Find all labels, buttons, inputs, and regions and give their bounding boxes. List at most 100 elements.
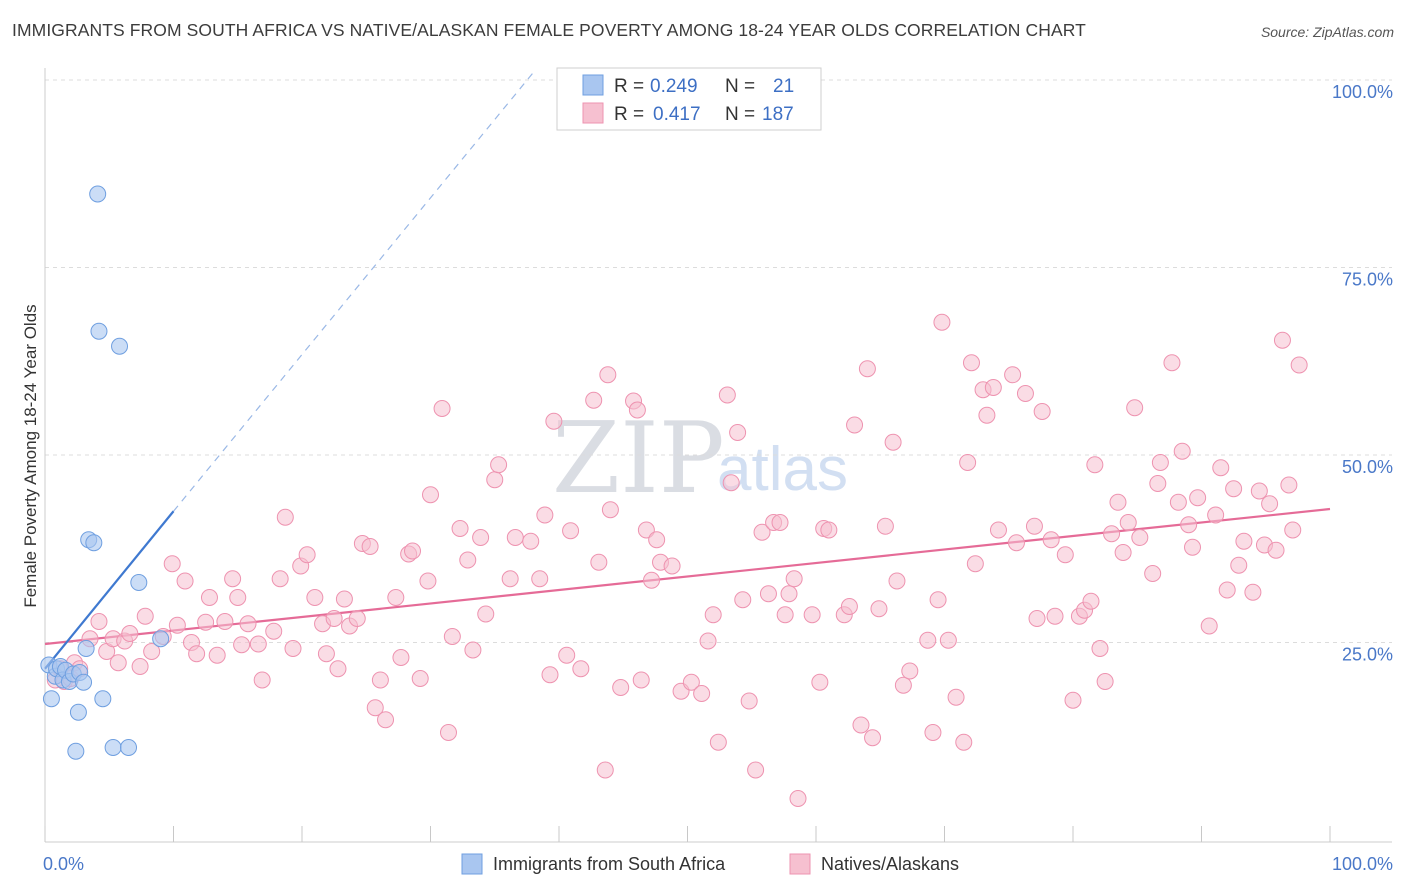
- point-south-africa-9: [67, 742, 85, 760]
- point-natives-alaskans-148: [1042, 531, 1060, 549]
- point-natives-alaskans-65: [477, 605, 495, 623]
- point-natives-alaskans-133: [947, 688, 965, 706]
- point-south-africa-17: [90, 322, 108, 340]
- point-natives-alaskans-115: [820, 521, 838, 539]
- point-natives-alaskans-32: [265, 622, 283, 640]
- point-natives-alaskans-23: [200, 589, 218, 606]
- point-natives-alaskans-103: [747, 761, 765, 779]
- point-natives-alaskans-187: [1284, 521, 1302, 539]
- legend-r-label-2: R =: [614, 104, 644, 125]
- point-natives-alaskans-129: [924, 724, 942, 741]
- point-natives-alaskans-24: [208, 646, 226, 664]
- point-natives-alaskans-47: [361, 538, 379, 555]
- point-natives-alaskans-130: [929, 591, 947, 609]
- point-natives-alaskans-71: [531, 570, 549, 588]
- point-natives-alaskans-126: [894, 676, 912, 694]
- point-south-africa-20: [111, 337, 129, 355]
- point-natives-alaskans-135: [959, 454, 977, 471]
- point-natives-alaskans-75: [558, 646, 576, 664]
- point-south-africa-10: [69, 703, 87, 721]
- legend-r-value-2: 0.417: [653, 104, 701, 125]
- point-natives-alaskans-149: [1046, 607, 1064, 625]
- point-natives-alaskans-59: [439, 724, 457, 741]
- point-south-africa-15: [85, 534, 103, 552]
- point-natives-alaskans-76: [562, 522, 580, 540]
- point-natives-alaskans-49: [371, 671, 389, 689]
- point-natives-alaskans-42: [329, 660, 347, 678]
- point-natives-alaskans-7: [90, 613, 108, 630]
- point-natives-alaskans-93: [682, 673, 700, 691]
- watermark-atlas: atlas: [717, 435, 848, 504]
- point-natives-alaskans-30: [249, 635, 267, 653]
- point-natives-alaskans-26: [224, 570, 242, 588]
- point-natives-alaskans-122: [870, 600, 888, 618]
- bottom-legend-label-1: Immigrants from South Africa: [493, 854, 726, 874]
- point-natives-alaskans-18: [168, 616, 186, 634]
- point-natives-alaskans-12: [121, 625, 139, 642]
- point-natives-alaskans-43: [335, 590, 353, 608]
- point-natives-alaskans-161: [1119, 514, 1137, 531]
- point-natives-alaskans-173: [1200, 617, 1218, 635]
- point-natives-alaskans-118: [846, 416, 864, 434]
- point-south-africa-23: [152, 630, 170, 648]
- point-natives-alaskans-45: [348, 610, 366, 627]
- point-natives-alaskans-73: [541, 666, 559, 684]
- point-natives-alaskans-64: [472, 529, 490, 546]
- point-natives-alaskans-132: [939, 631, 957, 649]
- point-natives-alaskans-37: [298, 546, 316, 564]
- point-natives-alaskans-25: [216, 613, 234, 630]
- point-natives-alaskans-13: [131, 658, 149, 675]
- point-natives-alaskans-54: [404, 542, 422, 560]
- point-natives-alaskans-107: [771, 514, 789, 531]
- point-natives-alaskans-186: [1280, 476, 1298, 494]
- legend-r-label-1: R =: [614, 76, 644, 97]
- point-natives-alaskans-136: [962, 354, 980, 372]
- point-natives-alaskans-157: [1096, 673, 1114, 690]
- point-south-africa-12: [75, 673, 93, 691]
- x-tick-label-max: 100.0%: [1332, 854, 1393, 874]
- point-natives-alaskans-111: [789, 790, 807, 807]
- trend-line-south-africa-extension: [173, 72, 534, 512]
- point-natives-alaskans-142: [1004, 366, 1022, 384]
- point-natives-alaskans-66: [486, 471, 504, 489]
- point-natives-alaskans-108: [776, 606, 794, 624]
- gridlines: [45, 79, 1392, 643]
- point-natives-alaskans-154: [1082, 592, 1100, 610]
- bottom-legend-swatch-blue: [461, 853, 483, 875]
- legend-n-value-1: 21: [773, 76, 794, 97]
- point-natives-alaskans-34: [276, 508, 294, 526]
- point-natives-alaskans-113: [811, 673, 829, 691]
- point-natives-alaskans-181: [1250, 482, 1268, 500]
- point-natives-alaskans-119: [852, 716, 870, 734]
- watermark-zip: ZIP: [552, 402, 725, 516]
- point-natives-alaskans-125: [888, 572, 906, 590]
- point-natives-alaskans-28: [233, 636, 251, 654]
- y-tick-label-3: 100.0%: [1332, 82, 1393, 102]
- point-natives-alaskans-124: [884, 433, 902, 451]
- point-natives-alaskans-79: [590, 553, 608, 571]
- point-natives-alaskans-98: [718, 386, 736, 404]
- point-natives-alaskans-56: [419, 572, 437, 590]
- point-natives-alaskans-78: [585, 391, 603, 409]
- point-natives-alaskans-168: [1169, 493, 1187, 511]
- point-natives-alaskans-175: [1212, 459, 1230, 477]
- point-natives-alaskans-101: [734, 591, 752, 609]
- point-natives-alaskans-141: [989, 521, 1007, 539]
- point-natives-alaskans-160: [1114, 544, 1132, 561]
- point-natives-alaskans-150: [1056, 546, 1074, 564]
- point-natives-alaskans-178: [1230, 556, 1248, 574]
- point-natives-alaskans-139: [978, 406, 996, 424]
- point-natives-alaskans-86: [632, 671, 650, 689]
- point-natives-alaskans-17: [163, 555, 181, 573]
- legend-n-value-2: 187: [762, 104, 794, 125]
- point-natives-alaskans-81: [599, 366, 617, 384]
- point-natives-alaskans-100: [729, 424, 747, 441]
- y-tick-label-2: 75.0%: [1342, 270, 1393, 290]
- point-natives-alaskans-112: [803, 606, 821, 624]
- point-natives-alaskans-177: [1225, 480, 1243, 498]
- point-natives-alaskans-170: [1180, 516, 1198, 534]
- point-natives-alaskans-131: [933, 313, 951, 331]
- point-natives-alaskans-146: [1028, 610, 1046, 627]
- point-natives-alaskans-72: [536, 506, 554, 524]
